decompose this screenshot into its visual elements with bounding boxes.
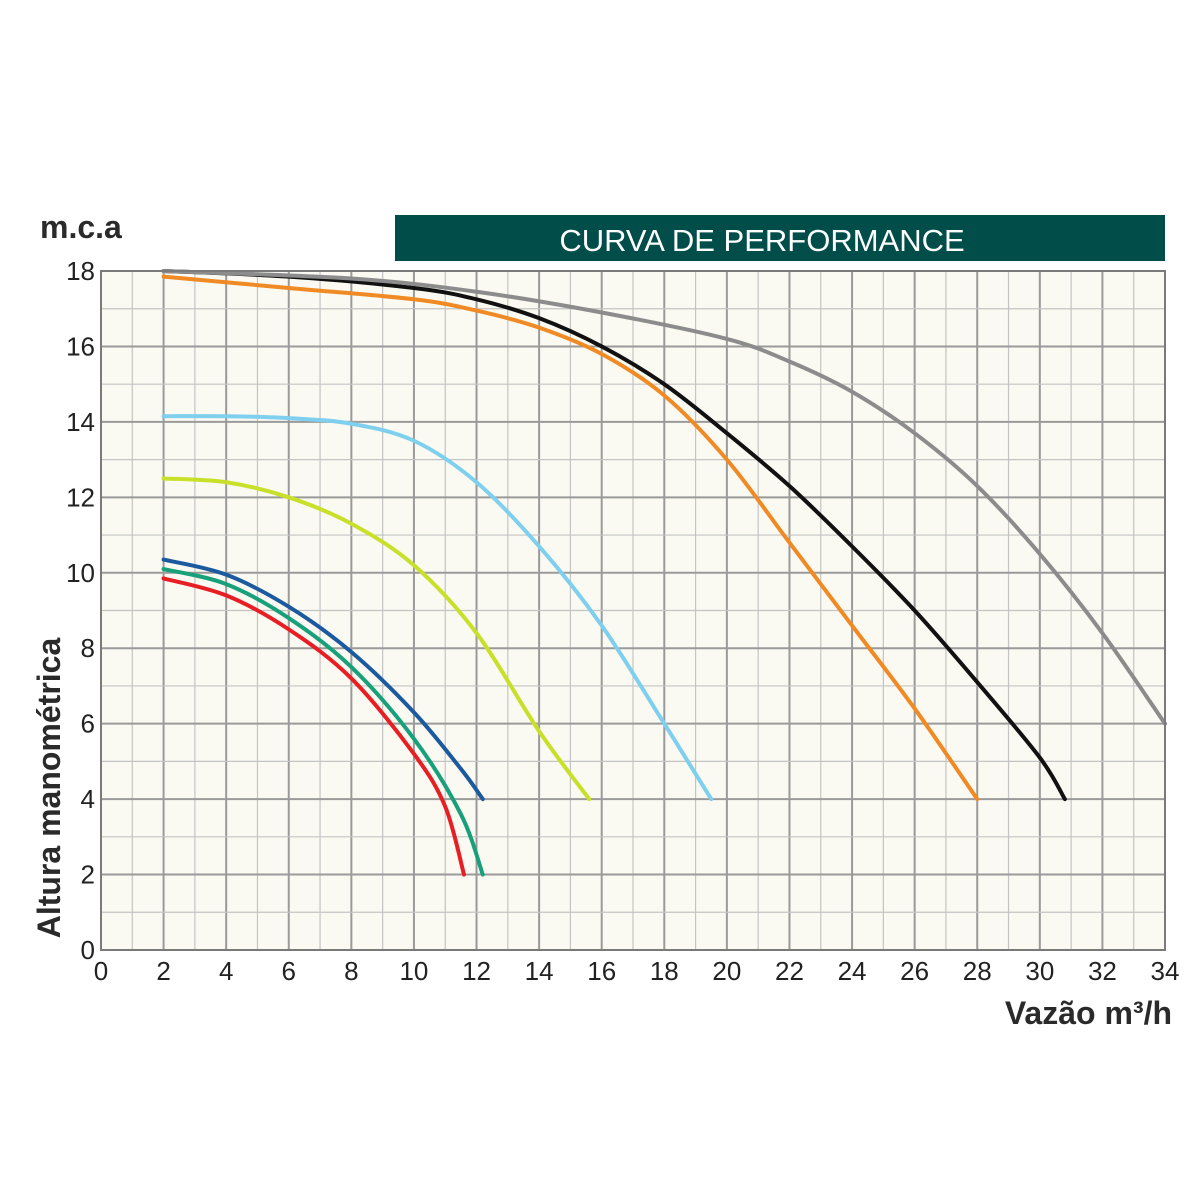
- x-tick-label: 18: [650, 956, 679, 986]
- series-line-2: [161, 567, 485, 877]
- x-tick-label: 16: [587, 956, 616, 986]
- x-tick-label: 4: [219, 956, 233, 986]
- series-line-5: [161, 414, 714, 802]
- x-tick-label: 28: [963, 956, 992, 986]
- series-line-3: [161, 557, 485, 802]
- x-tick-label: 26: [900, 956, 929, 986]
- series-line-6: [161, 274, 980, 802]
- y-tick-label: 10: [66, 558, 95, 588]
- series-line-1: [161, 576, 467, 877]
- y-unit-label: m.c.a: [40, 209, 122, 245]
- x-tick-label: 32: [1088, 956, 1117, 986]
- title-bar: [395, 215, 1165, 261]
- tick-labels: 0 2 4 6 8 10 12 14 16 18 20 22 24 26 28 30 32 34024681012…: [66, 256, 1179, 986]
- y-tick-label: 6: [81, 709, 95, 739]
- x-tick-label: 30: [1025, 956, 1054, 986]
- x-tick-label: 2: [156, 956, 170, 986]
- x-tick-label: 0: [94, 956, 108, 986]
- y-tick-label: 12: [66, 482, 95, 512]
- grid: [100, 270, 1166, 951]
- series-line-7: [161, 269, 1067, 802]
- x-tick-label: 22: [775, 956, 804, 986]
- x-axis-label: Vazão m³/h: [1005, 995, 1172, 1031]
- series-group: [161, 269, 1167, 877]
- series-line-8: [161, 269, 1167, 726]
- y-tick-label: 2: [81, 860, 95, 890]
- plot-frame: [100, 270, 1166, 951]
- y-tick-label: 8: [81, 633, 95, 663]
- series-line-4: [161, 476, 592, 802]
- y-tick-label: 18: [66, 256, 95, 286]
- x-tick-label: 24: [838, 956, 867, 986]
- chart-title: CURVA DE PERFORMANCE: [559, 223, 964, 258]
- x-tick-label: 6: [282, 956, 296, 986]
- y-tick-label: 4: [81, 784, 95, 814]
- y-tick-label: 16: [66, 331, 95, 361]
- x-tick-label: 12: [462, 956, 491, 986]
- x-tick-label: 20: [712, 956, 741, 986]
- x-tick-label: 8: [344, 956, 358, 986]
- y-tick-label: 0: [81, 935, 95, 965]
- x-tick-label: 10: [399, 956, 428, 986]
- y-axis-label: Altura manométrica: [31, 638, 67, 939]
- y-tick-label: 14: [66, 407, 95, 437]
- x-tick-label: 14: [525, 956, 554, 986]
- x-tick-label: 34: [1151, 956, 1180, 986]
